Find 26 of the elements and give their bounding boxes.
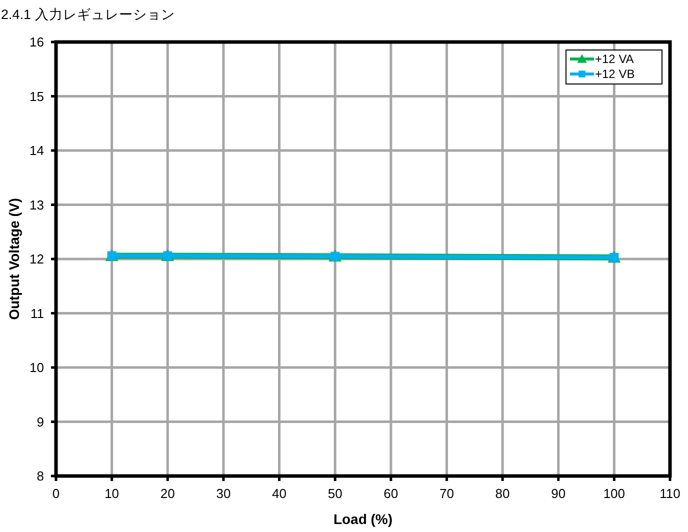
y-axis-title: Output Voltage (V) [6, 198, 22, 320]
x-tick-label: 90 [551, 486, 566, 501]
x-tick-label: 100 [603, 486, 626, 501]
x-tick-label: 20 [160, 486, 175, 501]
legend-label: +12 VB [595, 67, 635, 81]
y-tick-label: 14 [30, 143, 44, 158]
y-tick-label: 10 [30, 360, 44, 375]
x-tick-label: 40 [272, 486, 287, 501]
y-tick-label: 13 [30, 197, 44, 212]
legend-label: +12 VA [595, 52, 634, 66]
y-tick-label: 9 [36, 414, 44, 430]
x-tick-label: 10 [104, 486, 120, 501]
x-tick-label: 60 [384, 486, 398, 501]
y-tick-label: 12 [30, 252, 44, 266]
y-tick-label: 16 [30, 34, 44, 50]
chart-title: 2.4.1 入力レギュレーション [1, 7, 175, 22]
x-axis-title: Load (%) [333, 511, 393, 527]
x-tick-label: 80 [495, 486, 510, 501]
y-tick-label: 15 [30, 88, 44, 104]
y-tick-label: 8 [36, 468, 44, 484]
y-tick-label: 11 [30, 306, 44, 321]
x-tick-label: 50 [328, 486, 342, 501]
x-tick-label: 70 [439, 486, 454, 501]
x-tick-label: 110 [660, 486, 680, 501]
x-tick-label: 30 [216, 486, 231, 501]
x-tick-label: 0 [52, 486, 60, 501]
